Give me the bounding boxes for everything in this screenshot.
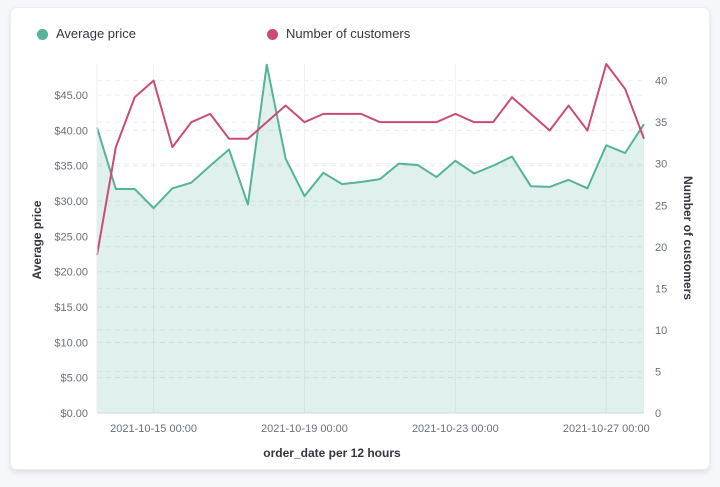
x-tick-label: 2021-10-23 00:00	[412, 423, 499, 435]
y-right-tick-label: 25	[655, 200, 667, 212]
y-right-tick-label: 0	[655, 408, 661, 420]
legend-item-average-price[interactable]: Average price	[37, 24, 136, 44]
legend-label-average-price: Average price	[56, 26, 136, 41]
area-series-average-price	[97, 64, 644, 413]
y-left-tick-label: $30.00	[54, 196, 88, 208]
line-series-number-of-customers	[96, 63, 645, 256]
y-left-tick-label: $40.00	[54, 125, 88, 137]
y-left-tick-label: $35.00	[54, 161, 88, 173]
y-left-tick-label: $20.00	[54, 267, 88, 279]
y-right-tick-label: 35	[655, 117, 667, 129]
legend: Average price Number of customers	[0, 24, 720, 44]
legend-dot-number-of-customers-icon	[267, 28, 278, 40]
line-series-average-price	[96, 63, 645, 210]
y-right-tick-label: 30	[655, 159, 667, 171]
x-tick-label: 2021-10-15 00:00	[110, 423, 197, 435]
y-right-tick-label: 5	[655, 366, 661, 378]
x-tick-label: 2021-10-27 00:00	[563, 423, 650, 435]
y-left-tick-label: $0.00	[60, 408, 88, 420]
x-tick-label: 2021-10-19 00:00	[261, 423, 348, 435]
chart-card	[10, 7, 710, 470]
y-right-tick-label: 15	[655, 283, 667, 295]
legend-dot-average-price-icon	[37, 28, 48, 40]
y-right-tick-label: 20	[655, 242, 667, 254]
y-left-tick-label: $5.00	[60, 373, 88, 385]
y-left-tick-label: $25.00	[54, 231, 88, 243]
y-axis-title-left: Average price	[30, 200, 44, 280]
y-left-tick-label: $10.00	[54, 337, 88, 349]
y-right-tick-label: 40	[655, 76, 667, 88]
y-right-tick-label: 10	[655, 325, 667, 337]
y-axis-title-right: Number of customers	[681, 175, 695, 301]
x-axis-title: order_date per 12 hours	[263, 446, 401, 460]
legend-label-number-of-customers: Number of customers	[286, 26, 411, 41]
y-left-tick-label: $15.00	[54, 302, 88, 314]
y-left-tick-label: $45.00	[54, 90, 88, 102]
legend-item-number-of-customers[interactable]: Number of customers	[267, 24, 410, 44]
